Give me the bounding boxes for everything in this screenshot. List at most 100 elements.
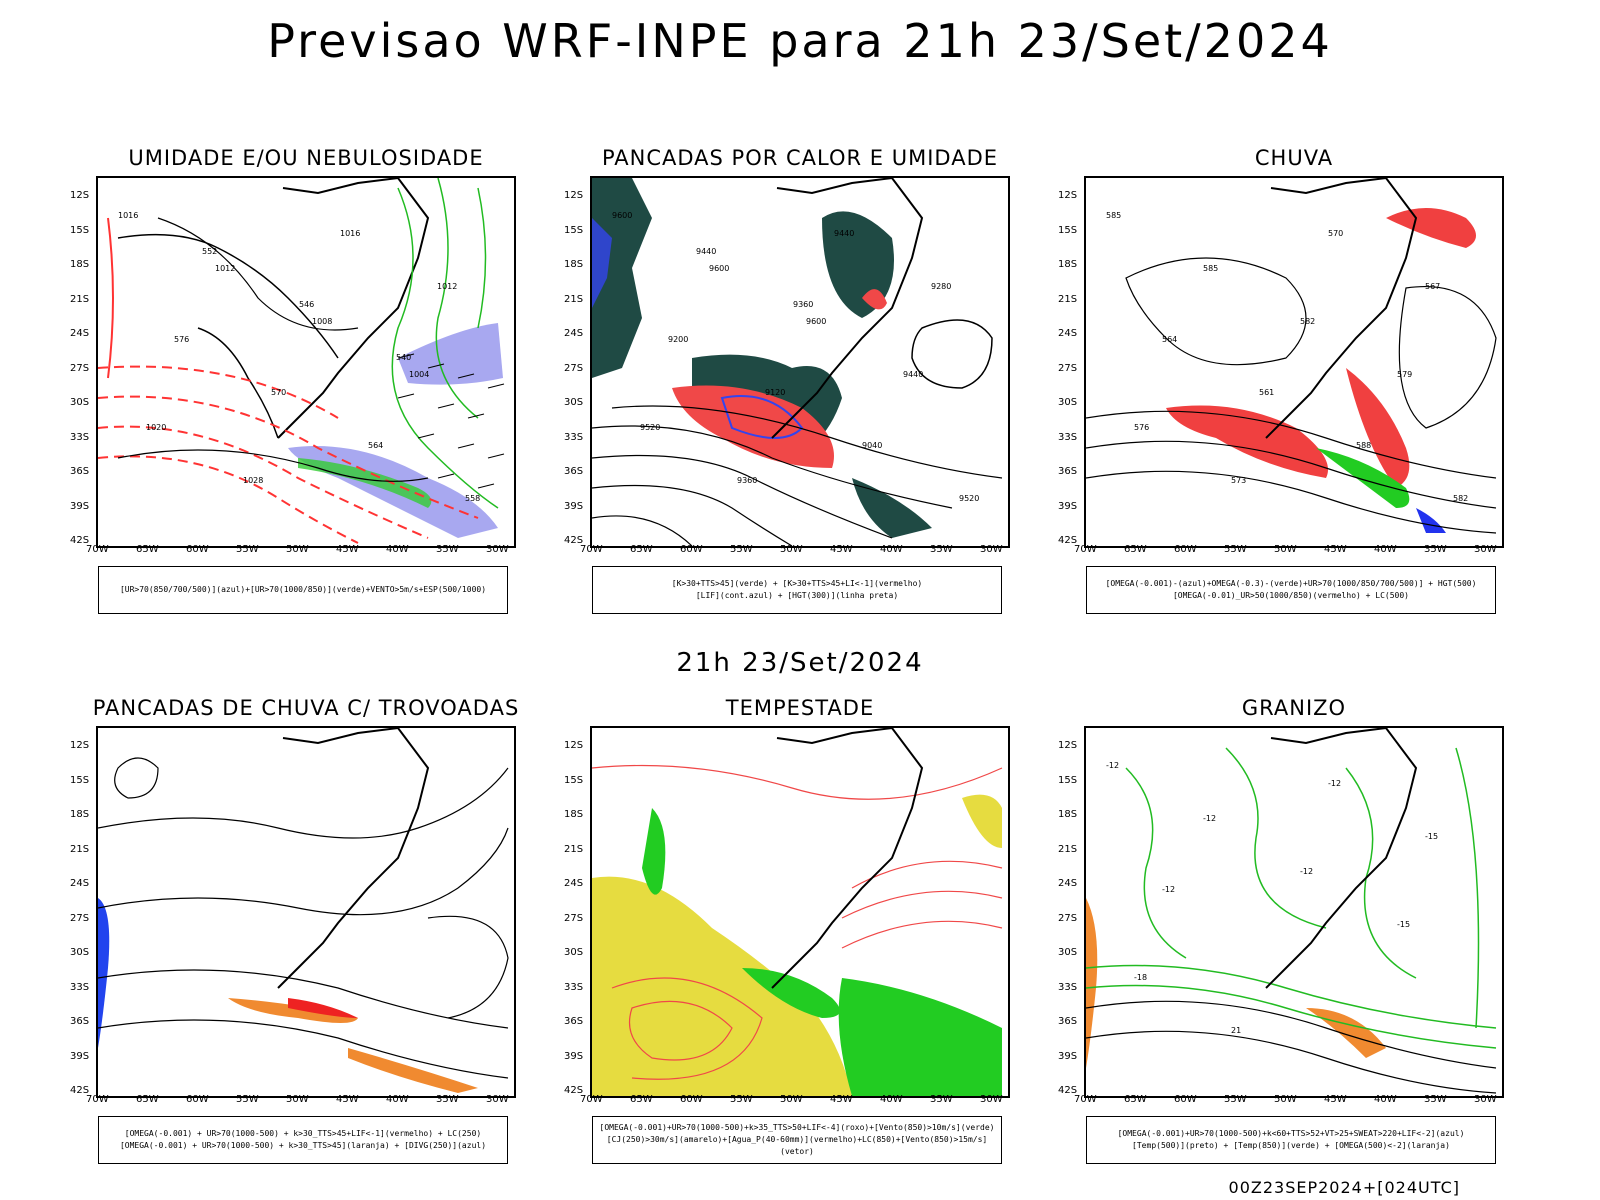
lon-tick-label: 40W: [880, 544, 903, 555]
lat-tick-label: 30S: [1058, 397, 1078, 408]
map-umidade: 1016 1012 1008 1004 1020 1028 1016 1012 576 570 56…: [96, 176, 516, 548]
legend: [OMEGA(-0.001)-(azul)+OMEGA(-0.3)-(verde…: [1086, 566, 1496, 614]
map-trovoadas-svg: [98, 728, 509, 1093]
lat-tick-label: 21S: [1058, 843, 1078, 855]
coastline: [277, 728, 430, 989]
contour-label: 1016: [340, 229, 360, 238]
contour-label: 585: [1106, 211, 1121, 220]
height-500: [1398, 286, 1497, 429]
red-area: [672, 385, 834, 468]
rain-red-area: [1386, 208, 1476, 248]
lat-tick-label: 27S: [70, 912, 90, 924]
temp-850: [1125, 767, 1187, 959]
lat-tick-label: 15S: [564, 224, 584, 236]
lat-tick-label: 27S: [1058, 912, 1078, 924]
contour-label: 588: [1356, 441, 1371, 450]
legend: [K>30+TTS>45](verde) + [K>30+TTS>45+LI<-…: [592, 566, 1002, 614]
lat-tick-label: 30S: [564, 397, 584, 408]
lat-tick-label: 42S: [70, 1085, 90, 1096]
lon-tick-label: 40W: [880, 1094, 903, 1105]
lon-tick-label: 45W: [1324, 1094, 1347, 1105]
streamline-red: [841, 920, 1003, 949]
contour-label: 1008: [312, 317, 332, 326]
lat-tick-label: 12S: [1058, 190, 1078, 201]
temp-500: [1086, 1030, 1497, 1094]
contour-label: 9600: [806, 317, 826, 326]
panel-title: PANCADAS POR CALOR E UMIDADE: [601, 146, 999, 170]
contour-label: 1028: [243, 476, 263, 485]
lon-tick-label: 50W: [286, 544, 309, 555]
lat-tick-label: 21S: [564, 843, 584, 855]
lat-tick-label: 24S: [564, 328, 584, 339]
contour-label: 9600: [612, 211, 632, 220]
lat-tick-label: 24S: [564, 878, 584, 889]
contour-label: 9440: [696, 247, 716, 256]
lat-tick-label: 18S: [564, 259, 584, 270]
map-pancadas-calor-svg: 9600 9600 9600 9440 9520 9360 9440 9280 9200 9120…: [592, 178, 1003, 546]
lon-tick-label: 55W: [236, 544, 259, 555]
lon-tick-label: 55W: [1224, 544, 1247, 555]
contour-label: -15: [1425, 832, 1438, 841]
map-chuva: 585 585 582 579 576 573 570 567 564 561 588 582: [1084, 176, 1504, 548]
legend: [OMEGA(-0.001) + UR>70(1000-500) + k>30_…: [98, 1116, 508, 1164]
lat-tick-label: 39S: [1058, 500, 1078, 512]
contour-label: -12: [1106, 761, 1119, 770]
coastline: [1265, 178, 1418, 439]
contour-label: 546: [299, 300, 314, 309]
contour-label: 579: [1397, 370, 1412, 379]
lon-tick-label: 30W: [486, 544, 509, 555]
lat-tick-label: 15S: [70, 224, 90, 236]
thunder-red: [288, 998, 358, 1018]
streamline-red: [628, 1000, 733, 1061]
lon-tick-label: 45W: [336, 1094, 359, 1105]
lon-tick-label: 60W: [680, 1094, 703, 1105]
lat-tick-label: 42S: [1058, 1085, 1078, 1096]
lon-tick-label: 70W: [86, 1094, 109, 1105]
legend-line: [K>30+TTS>45](verde) + [K>30+TTS>45+LI<-…: [671, 579, 923, 588]
lon-tick-label: 40W: [386, 544, 409, 555]
lat-tick-label: 21S: [1058, 293, 1078, 305]
contour-label: 9440: [834, 229, 854, 238]
dark-green-area: [592, 178, 652, 378]
lat-tick-label: 18S: [70, 809, 90, 820]
lon-tick-label: 30W: [1474, 1094, 1497, 1105]
lon-tick-label: 55W: [236, 1094, 259, 1105]
divergence-blue: [98, 898, 110, 1048]
lat-tick-label: 39S: [564, 500, 584, 512]
lat-tick-label: 30S: [1058, 947, 1078, 958]
lon-tick-label: 55W: [1224, 1094, 1247, 1105]
lon-tick-label: 50W: [780, 1094, 803, 1105]
lon-tick-label: 65W: [630, 1094, 653, 1105]
contour-label: 1020: [146, 423, 166, 432]
contour-label: 9120: [765, 388, 785, 397]
height-line: [592, 484, 793, 546]
lat-tick-label: 12S: [564, 190, 584, 201]
lat-tick-label: 21S: [70, 293, 90, 305]
lon-tick-label: 55W: [730, 1094, 753, 1105]
lon-tick-label: 45W: [830, 1094, 853, 1105]
wind-vectors: [397, 353, 505, 489]
lat-tick-label: 21S: [564, 293, 584, 305]
lat-tick-label: 18S: [1058, 259, 1078, 270]
coastline: [1265, 728, 1418, 989]
lat-tick-label: 42S: [1058, 535, 1078, 546]
height-500: [1086, 410, 1497, 479]
streamline: [114, 757, 159, 799]
lat-tick-label: 30S: [70, 397, 90, 408]
streamline-red: [611, 977, 763, 1080]
panel-title: TEMPESTADE: [725, 696, 875, 720]
panel-title: UMIDADE E/OU NEBULOSIDADE: [128, 146, 484, 170]
lon-tick-label: 40W: [1374, 544, 1397, 555]
contour-label: 582: [1453, 494, 1468, 503]
temp-850: [1086, 964, 1497, 1029]
legend-line: [OMEGA(-0.001) + UR>70(1000-500) + k>30_…: [124, 1129, 482, 1138]
contour-label: 9360: [737, 476, 757, 485]
lon-tick-label: 65W: [1124, 1094, 1147, 1105]
contour-label: 1004: [409, 370, 429, 379]
lat-tick-label: 18S: [564, 809, 584, 820]
contour-label: 570: [271, 388, 286, 397]
lat-tick-label: 36S: [70, 466, 90, 477]
contour-label: 21: [1231, 1026, 1241, 1035]
legend: [OMEGA(-0.001)+UR>70(1000-500)+k<60+TTS>…: [1086, 1116, 1496, 1164]
wind-green: [742, 968, 840, 1018]
